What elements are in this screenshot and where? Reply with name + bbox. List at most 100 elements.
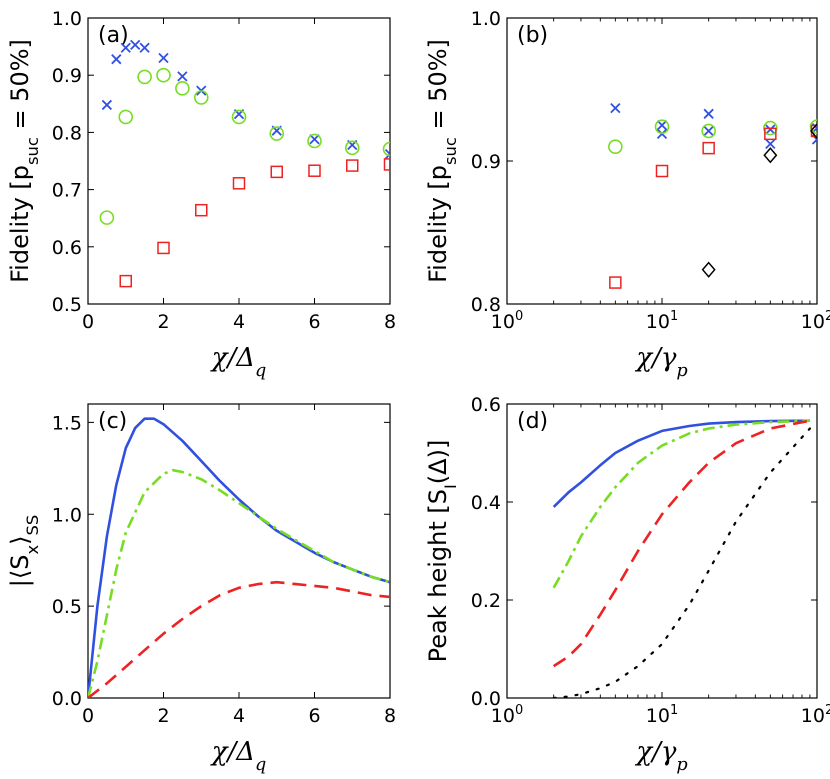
panel-b: 100 101 102 0.8 0.9 1.0 (b) χ/γp Fidelity [psuc …: [424, 8, 830, 381]
x-tick-label-c: 0: [82, 705, 94, 727]
series-d-solid: [552, 419, 810, 508]
y-tick-label-c: 0.5: [52, 596, 82, 618]
panel-d: 100 101 102 0.0 0.2 0.4 0.6 (d) χ/γp Peak height …: [424, 394, 830, 775]
series-d-dashdot: [552, 419, 810, 589]
marker-b-d: [701, 261, 716, 278]
marker-a-s: [270, 165, 283, 179]
x-tick-label-d: 101: [646, 703, 678, 727]
marker-a-o: [99, 210, 115, 225]
x-tick-label-a: 2: [157, 311, 169, 333]
marker-b-s: [655, 164, 669, 178]
y-tick-label-b: 0.9: [471, 151, 501, 173]
marker-b-s: [702, 141, 715, 155]
marker-a-o: [344, 140, 360, 156]
marker-a-o: [175, 81, 190, 96]
marker-a-s: [346, 159, 359, 172]
y-tick-label-a: 0.8: [52, 122, 82, 144]
marker-a-s: [119, 274, 132, 288]
y-tick-label-d: 0.4: [471, 492, 501, 514]
marker-a-o: [382, 141, 390, 157]
y-tick-label-a: 0.9: [52, 65, 82, 87]
x-tick-label-a: 6: [308, 311, 320, 333]
y-tick-label-d: 0.0: [471, 688, 501, 710]
x-tick-label-a: 4: [233, 311, 245, 333]
marker-b-s: [609, 276, 622, 289]
marker-b-x: [656, 120, 668, 131]
axes-frame-d: [506, 403, 818, 699]
marker-b-d: [763, 147, 778, 164]
marker-b-s: [764, 127, 777, 141]
panel-a: 0 2 4 6 8 0.5 0.6 0.7 0.8 0.9 1.0 (a) χ/Δq Fidelity […: [6, 8, 396, 381]
marker-a-o: [269, 126, 285, 141]
marker-b-o: [763, 120, 778, 136]
y-axis-label-a: Fidelity [psuc = 50%]: [6, 39, 42, 283]
y-tick-label-b: 0.8: [471, 294, 501, 316]
x-tick-label-d: 100: [491, 703, 523, 727]
marker-a-s: [383, 158, 390, 171]
panel-label-d: (d): [517, 409, 548, 434]
x-tick-label-c: 4: [233, 705, 245, 727]
series-c-solid: [88, 417, 390, 698]
y-tick-label-b: 1.0: [471, 8, 501, 30]
plot-area-d: [552, 419, 812, 698]
x-tick-label-c: 2: [157, 705, 169, 727]
x-tick-label-c: 6: [308, 705, 320, 727]
y-tick-label-c: 0.0: [52, 688, 82, 710]
x-axis-label-d: χ/γp: [634, 737, 687, 775]
marker-b-x: [610, 102, 621, 114]
marker-a-o: [231, 109, 247, 125]
marker-a-x: [177, 71, 188, 82]
y-axis-label-b: Fidelity [psuc = 50%]: [424, 39, 460, 283]
panel-label-a: (a): [98, 23, 129, 48]
marker-a-o: [193, 90, 209, 105]
series-d-dotted: [552, 427, 812, 698]
y-tick-label-a: 0.6: [52, 237, 82, 259]
marker-a-x: [111, 54, 122, 65]
marker-b-d: [810, 122, 817, 140]
series-c-dashed: [88, 580, 390, 698]
y-tick-label-c: 1.0: [52, 504, 82, 526]
x-tick-label-c: 8: [384, 705, 396, 727]
plot-area-c: [88, 417, 390, 698]
marker-a-s: [157, 241, 170, 255]
x-tick-label-a: 8: [384, 311, 396, 333]
marker-b-o: [608, 139, 623, 154]
y-tick-label-a: 0.5: [52, 294, 82, 316]
marker-a-o: [156, 67, 171, 83]
plot-area-b: [608, 102, 817, 289]
y-tick-label-c: 1.5: [52, 412, 82, 434]
series-d-dashed: [552, 419, 811, 668]
panel-label-c: (c): [98, 409, 127, 434]
axes-frame-c: [87, 403, 391, 699]
marker-b-o: [809, 119, 817, 134]
marker-a-o: [118, 109, 134, 125]
marker-a-x: [101, 99, 113, 111]
marker-b-x: [703, 108, 714, 119]
marker-a-x: [309, 134, 320, 145]
marker-a-s: [308, 164, 321, 177]
y-tick-label-a: 0.7: [52, 180, 82, 202]
marker-a-s: [195, 203, 208, 217]
axes-frame-a: [87, 17, 391, 305]
marker-b-x: [765, 124, 776, 135]
marker-a-x: [139, 42, 150, 53]
x-tick-label-b: 100: [491, 309, 523, 333]
x-axis-label-a: χ/Δq: [210, 343, 267, 381]
marker-a-s: [232, 177, 246, 190]
y-tick-label-d: 0.2: [471, 590, 501, 612]
marker-a-x: [120, 42, 131, 53]
x-axis-label-c: χ/Δq: [210, 737, 267, 775]
marker-a-x: [384, 148, 390, 160]
marker-b-o: [654, 119, 670, 134]
y-axis-label-d: Peak height [SI(Δ)]: [424, 440, 460, 663]
y-axis-label-c: |⟨Sx⟩SS: [6, 515, 42, 587]
x-tick-label-b: 101: [646, 309, 678, 333]
series-c-dashdot: [88, 468, 390, 698]
marker-a-x: [130, 39, 141, 51]
x-tick-label-b: 102: [801, 309, 830, 333]
marker-b-o: [701, 123, 716, 139]
panel-label-b: (b): [517, 23, 548, 48]
marker-b-x: [765, 138, 776, 149]
marker-a-x: [158, 52, 169, 64]
